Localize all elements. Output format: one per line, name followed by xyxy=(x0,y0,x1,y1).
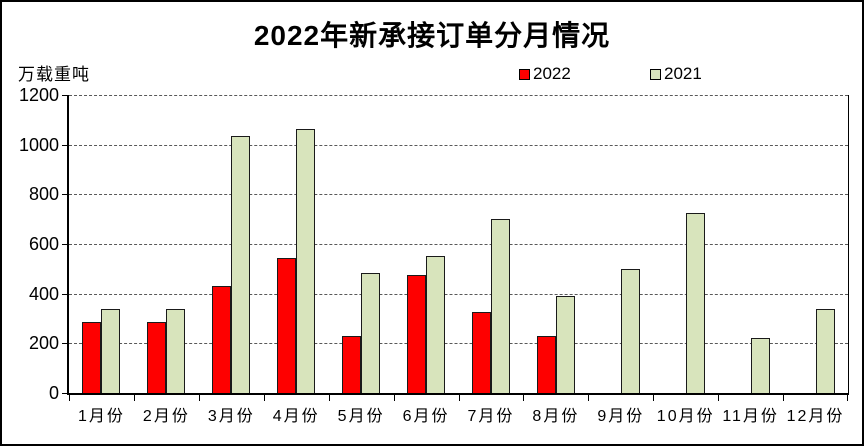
legend-swatch-2021 xyxy=(650,68,661,80)
y-axis-tick-400 xyxy=(62,293,68,295)
bar-2022-7月份 xyxy=(471,312,491,393)
x-axis-label-7月份: 7月份 xyxy=(467,408,515,425)
bar-2021-10月份 xyxy=(685,212,705,393)
x-axis-tick-9 xyxy=(653,395,655,401)
bar-2021-1月份 xyxy=(101,308,121,393)
gridline-800 xyxy=(69,194,848,196)
gridline-200 xyxy=(69,343,848,345)
x-axis-tick-6 xyxy=(458,395,460,401)
y-axis-tick-0 xyxy=(62,393,68,394)
legend-swatch-2022 xyxy=(519,68,530,80)
x-axis-tick-11 xyxy=(783,395,785,401)
bar-2021-9月份 xyxy=(620,268,640,393)
gridline-1000 xyxy=(69,144,848,146)
x-axis-tick-3 xyxy=(263,395,265,401)
x-axis-tick-8 xyxy=(588,395,590,401)
bar-2021-8月份 xyxy=(555,296,575,393)
x-axis-tick-0 xyxy=(69,395,70,401)
y-axis-label-800: 800 xyxy=(28,184,59,205)
x-axis-label-3月份: 3月份 xyxy=(207,408,255,425)
plot-area: 0 200 400 600 800 1000 1200 1月份 2月份 3月份 4月份 5月份 6月份 7… xyxy=(19,85,849,425)
chart-title: 2022年新承接订单分月情况 xyxy=(253,20,611,51)
y-axis-label-600: 600 xyxy=(28,234,59,254)
gridline-400 xyxy=(69,293,848,295)
y-axis-label-0: 0 xyxy=(48,383,59,403)
x-axis-tick-12 xyxy=(847,395,848,401)
x-axis-label-6月份: 6月份 xyxy=(402,408,450,425)
x-axis-label-5月份: 5月份 xyxy=(337,408,385,425)
x-axis-tick-4 xyxy=(328,395,330,401)
y-axis-tick-1000 xyxy=(62,144,68,146)
bar-2022-3月份 xyxy=(212,286,232,393)
x-axis-label-12月份: 12月份 xyxy=(786,408,845,425)
legend-item-2022: 2022 xyxy=(519,64,571,84)
bar-2021-5月份 xyxy=(361,272,381,393)
x-axis-label-2月份: 2月份 xyxy=(142,408,190,425)
x-axis-tick-1 xyxy=(133,395,135,401)
x-axis-label-1月份: 1月份 xyxy=(78,408,125,425)
x-axis-label-10月份: 10月份 xyxy=(656,408,715,425)
bar-2022-1月份 xyxy=(82,322,102,393)
bar-2022-2月份 xyxy=(147,322,167,393)
x-axis-tick-7 xyxy=(523,395,525,401)
gridline-600 xyxy=(69,244,848,245)
x-axis-label-11月份: 11月份 xyxy=(722,408,779,425)
bar-2022-5月份 xyxy=(342,335,362,393)
y-axis-tick-600 xyxy=(62,244,68,245)
gridline-1200 xyxy=(69,95,848,96)
x-axis-label-9月份: 9月份 xyxy=(597,408,645,425)
y-axis-tick-1200 xyxy=(62,95,68,96)
bar-2021-12月份 xyxy=(815,308,835,393)
x-axis-label-8月份: 8月份 xyxy=(532,408,580,425)
y-axis-label-1200: 1200 xyxy=(18,85,59,105)
x-axis-tick-2 xyxy=(198,395,200,401)
bar-2022-8月份 xyxy=(536,335,556,393)
y-axis-label-400: 400 xyxy=(28,283,59,304)
legend-label-2021: 2021 xyxy=(664,64,702,83)
y-axis-tick-200 xyxy=(62,343,68,345)
x-axis-tick-10 xyxy=(718,395,720,401)
y-axis-label-200: 200 xyxy=(28,333,59,354)
bar-2021-4月份 xyxy=(296,128,316,393)
bar-2021-3月份 xyxy=(231,135,251,393)
legend-item-2021: 2021 xyxy=(650,64,702,84)
bar-2021-11月份 xyxy=(750,338,770,393)
legend-label-2022: 2022 xyxy=(533,64,571,83)
bar-2021-6月份 xyxy=(426,256,446,393)
bar-2021-2月份 xyxy=(166,308,186,393)
x-axis-tick-5 xyxy=(393,395,395,401)
y-axis-unit-label: 万载重吨 xyxy=(18,65,90,84)
y-axis-label-1000: 1000 xyxy=(18,134,59,155)
y-axis-tick-800 xyxy=(62,194,68,196)
bar-2022-4月份 xyxy=(277,257,297,393)
bar-2022-6月份 xyxy=(407,275,427,393)
x-axis-label-4月份: 4月份 xyxy=(272,408,320,425)
bar-2021-7月份 xyxy=(490,219,510,393)
